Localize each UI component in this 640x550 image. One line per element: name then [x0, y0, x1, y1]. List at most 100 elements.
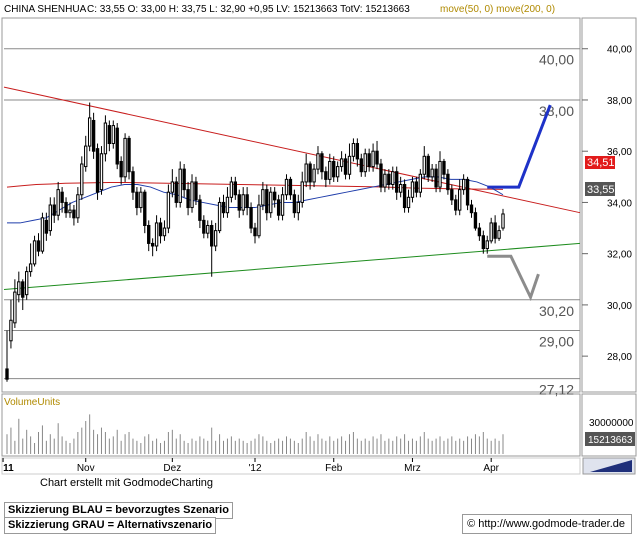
candle-body	[21, 281, 25, 298]
candle-body	[139, 191, 143, 209]
chart-symbol: CHINA SHENHUA	[4, 4, 87, 15]
candle-body	[28, 263, 33, 273]
candle-body	[166, 191, 171, 229]
candle-body	[477, 227, 482, 237]
time-axis-panel	[1, 457, 581, 475]
candle-body	[347, 155, 352, 175]
candle-body	[245, 194, 249, 209]
price-tick-label: 28,00	[607, 352, 632, 363]
candle-body	[131, 171, 135, 193]
price-panel	[1, 17, 581, 393]
candle-body	[103, 122, 108, 155]
candle-body	[206, 224, 210, 234]
candle-body	[375, 150, 379, 165]
price-tick-label: 40,00	[607, 45, 632, 56]
candle-body	[430, 168, 434, 178]
price-tick-label: 36,00	[607, 147, 632, 158]
website-link[interactable]: © http://www.godmode-trader.de	[462, 514, 632, 534]
candle-body	[269, 191, 273, 214]
price-tick-label: 38,00	[607, 96, 632, 107]
candle-body	[343, 158, 348, 175]
candle-body	[296, 201, 300, 214]
copyright-icon: ©	[467, 518, 476, 530]
candle-body	[170, 181, 175, 193]
candle-body	[32, 240, 37, 265]
candle-body	[127, 137, 131, 173]
candle-body	[284, 178, 289, 196]
candle-body	[391, 171, 395, 186]
volume-last-label: 15213663	[588, 435, 633, 446]
candle-body	[40, 217, 45, 252]
candle-body	[465, 178, 470, 206]
candle-body	[402, 184, 407, 209]
volume-bars	[6, 414, 504, 454]
candle-body	[489, 222, 493, 242]
volume-last-badge	[585, 432, 635, 446]
candle-body	[36, 240, 41, 252]
candle-body	[355, 143, 360, 160]
time-tick-label: 11	[3, 463, 14, 474]
candle-body	[442, 160, 446, 175]
candle-body	[454, 199, 458, 211]
time-tick-label: '12	[248, 463, 261, 474]
scenario-gray-arrow	[487, 254, 540, 302]
candle-body	[359, 158, 363, 173]
candle-body	[485, 240, 489, 250]
candle-body	[339, 158, 344, 168]
candle-body	[115, 127, 119, 165]
candle-body	[76, 194, 80, 219]
candle-body	[300, 181, 304, 203]
support-line	[3, 242, 581, 291]
candle-body	[80, 163, 84, 196]
legend-blue: Skizzierung BLAU = bevorzugtes Szenario	[4, 502, 233, 519]
candle-body	[5, 368, 9, 380]
candle-body	[257, 204, 261, 237]
candle-body	[17, 281, 21, 296]
candle-body	[60, 191, 64, 203]
price-axis-ticks: 28,00 30,00 32,00 34,00 36,00 38,00 40,00	[582, 45, 632, 363]
candle-body	[217, 201, 222, 232]
candle-body	[158, 222, 163, 237]
candle-body	[273, 191, 277, 201]
time-tick-label: Dez	[163, 463, 181, 474]
candle-body	[469, 204, 474, 214]
candle-body	[25, 271, 29, 296]
time-axis-labels: 11 Nov Dez '12 Feb Mrz Apr	[2, 458, 500, 474]
candle-body	[135, 191, 139, 209]
legend-gray: Skizzierung GRAU = Alternativszenario	[4, 517, 217, 534]
candle-body	[56, 189, 60, 216]
candle-body	[9, 319, 13, 342]
candle-body	[324, 171, 328, 180]
candle-body	[52, 204, 56, 216]
resistance-line	[3, 86, 581, 214]
candle-body	[123, 137, 127, 178]
price-tick-label: 30,00	[607, 301, 632, 312]
candle-body	[72, 209, 76, 219]
candle-body	[332, 160, 336, 178]
candle-body	[328, 160, 332, 180]
candle-body	[461, 178, 466, 191]
candle-body	[186, 189, 190, 209]
candle-body	[99, 153, 104, 191]
candle-body	[84, 145, 88, 168]
candle-body	[190, 181, 194, 209]
website-url[interactable]: http://www.godmode-trader.de	[478, 518, 625, 530]
candle-body	[64, 201, 68, 214]
candle-body	[68, 209, 72, 214]
candle-body	[387, 173, 391, 186]
resize-icon[interactable]	[590, 460, 632, 472]
candle-body	[280, 194, 285, 216]
candle-body	[162, 227, 167, 237]
ma200-badge-label: 34,51	[587, 157, 615, 169]
candle-body	[265, 189, 269, 214]
candle-body	[418, 173, 423, 193]
candle-body	[213, 230, 218, 247]
level-label: 30,20	[539, 303, 574, 319]
candle-body	[438, 160, 442, 188]
price-axis-panel	[581, 17, 637, 393]
candle-body	[497, 230, 501, 239]
candle-body	[383, 173, 387, 188]
time-tick-label: Apr	[483, 463, 499, 474]
candle-body	[446, 173, 450, 191]
